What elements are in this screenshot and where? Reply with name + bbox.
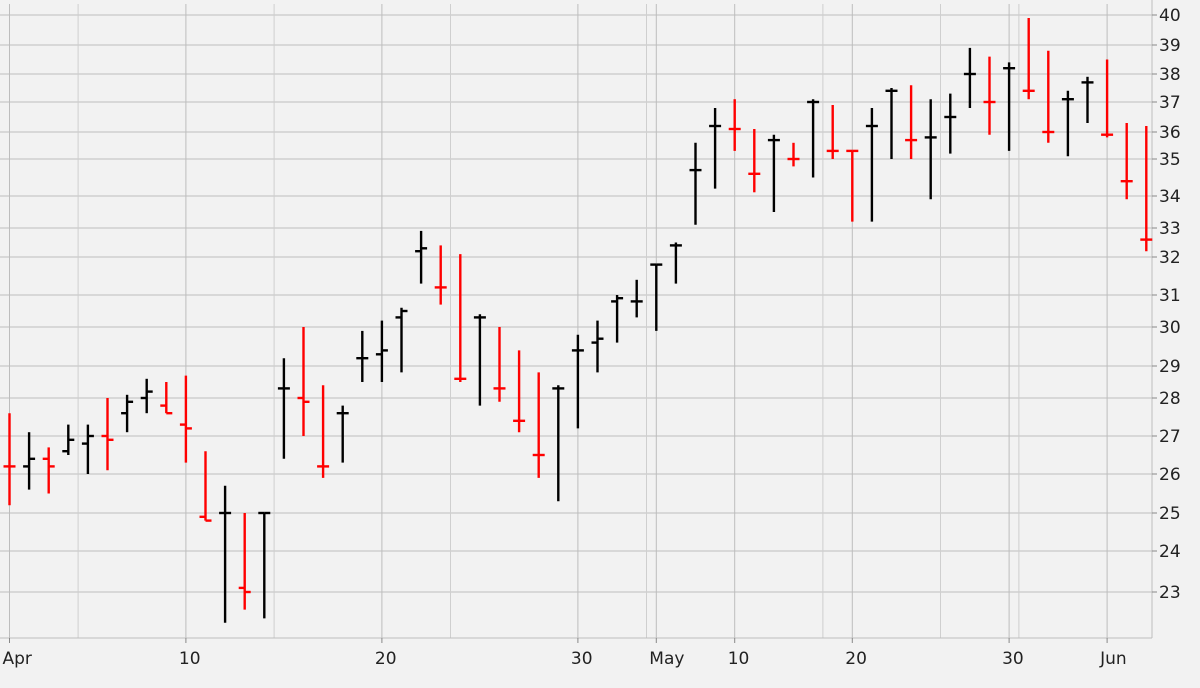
ohlc-bar-23 <box>454 254 467 382</box>
ohlc-bar-49 <box>963 47 976 108</box>
ohlc-bar-48 <box>944 93 957 154</box>
ohlc-bar-0 <box>3 413 16 506</box>
ohlc-bar-45 <box>885 88 898 159</box>
ohlc-bar-36 <box>709 108 722 189</box>
ohlc-bar-41 <box>807 99 820 178</box>
ohlc-bar-17 <box>336 405 349 463</box>
ohlc-bar-9 <box>179 375 192 463</box>
ohlc-bar-58 <box>1140 126 1153 252</box>
ohlc-bar-52 <box>1022 18 1035 100</box>
x-tick-label-May: May <box>649 649 684 669</box>
ohlc-bar-56 <box>1101 59 1114 138</box>
y-tick-label-26: 26 <box>1159 465 1181 485</box>
x-tick-label-10: 10 <box>728 649 750 669</box>
ohlc-bar-55 <box>1081 76 1094 123</box>
ohlc-bar-37 <box>728 99 741 151</box>
ohlc-bar-15 <box>297 327 310 436</box>
ohlc-bar-18 <box>356 330 369 382</box>
ohlc-bar-51 <box>1003 62 1016 151</box>
ohlc-bar-27 <box>532 372 545 478</box>
ohlc-bar-21 <box>415 230 428 284</box>
ohlc-bar-3 <box>62 424 75 455</box>
ohlc-bar-1 <box>23 432 36 490</box>
ohlc-bar-43 <box>846 149 859 222</box>
y-tick-label-23: 23 <box>1159 583 1181 603</box>
ohlc-bar-32 <box>630 279 643 318</box>
ohlc-bar-30 <box>591 320 604 373</box>
ohlc-bar-12 <box>238 513 251 610</box>
ohlc-bar-54 <box>1061 90 1074 157</box>
ohlc-bar-28 <box>552 385 565 502</box>
ohlc-bar-16 <box>317 385 330 478</box>
y-tick-label-25: 25 <box>1159 504 1181 524</box>
ohlc-bar-19 <box>375 320 388 382</box>
ohlc-bar-50 <box>983 56 996 135</box>
ohlc-bar-22 <box>434 245 447 305</box>
ohlc-bar-10 <box>199 451 212 522</box>
y-tick-label-35: 35 <box>1159 150 1181 170</box>
y-tick-labels: 23 24 25 26 27 28 29 30 31 32 33 34 35 36 37 38 39 40 <box>1152 6 1181 603</box>
y-tick-label-27: 27 <box>1159 427 1181 447</box>
ohlc-bar-34 <box>669 242 682 284</box>
y-tick-label-30: 30 <box>1159 318 1181 338</box>
x-tick-label-Apr: Apr <box>3 649 32 669</box>
y-tick-label-31: 31 <box>1159 286 1181 306</box>
y-tick-label-40: 40 <box>1159 6 1181 26</box>
y-tick-label-24: 24 <box>1159 542 1181 562</box>
ohlc-bar-47 <box>924 99 937 200</box>
y-tick-label-32: 32 <box>1159 248 1181 268</box>
y-tick-label-29: 29 <box>1159 357 1181 377</box>
ohlc-bar-38 <box>748 129 761 193</box>
ohlc-bar-25 <box>493 327 506 402</box>
ohlc-bar-29 <box>571 334 584 429</box>
x-tick-label-10: 10 <box>179 649 201 669</box>
ohlc-bar-44 <box>865 108 878 222</box>
ohlc-bars <box>3 18 1153 623</box>
y-tick-label-34: 34 <box>1159 187 1181 207</box>
horizontal-gridlines <box>0 14 1152 593</box>
x-tick-label-20: 20 <box>375 649 397 669</box>
ohlc-bar-5 <box>101 398 114 471</box>
ohlc-bar-14 <box>277 358 290 459</box>
ohlc-bar-31 <box>611 295 624 343</box>
ohlc-bar-2 <box>42 447 55 494</box>
ohlc-bar-40 <box>787 142 800 167</box>
x-tick-label-20: 20 <box>845 649 867 669</box>
x-tick-label-Jun: Jun <box>1099 649 1127 669</box>
ohlc-bar-24 <box>473 314 486 406</box>
y-tick-label-36: 36 <box>1159 123 1181 143</box>
ohlc-bar-8 <box>160 382 173 415</box>
y-tick-label-38: 38 <box>1159 65 1181 85</box>
ohlc-bar-7 <box>140 378 153 414</box>
ohlc-bar-6 <box>121 394 134 433</box>
y-tick-label-39: 39 <box>1159 36 1181 56</box>
ohlc-bar-4 <box>81 424 94 474</box>
ohlc-bar-26 <box>513 350 526 433</box>
ohlc-bar-46 <box>905 85 918 159</box>
ohlc-bar-35 <box>689 142 702 225</box>
ohlc-bar-57 <box>1120 123 1133 200</box>
y-tick-label-33: 33 <box>1159 219 1181 239</box>
ohlc-bar-39 <box>767 134 780 212</box>
ohlc-bar-11 <box>219 485 232 623</box>
x-tick-label-30: 30 <box>571 649 593 669</box>
y-tick-label-28: 28 <box>1159 389 1181 409</box>
x-tick-label-30: 30 <box>1002 649 1024 669</box>
y-tick-label-37: 37 <box>1159 93 1181 113</box>
ohlc-bar-53 <box>1042 50 1055 143</box>
x-tick-labels: Apr 10 20 30 May 10 20 30 Jun <box>3 638 1127 669</box>
ohlc-bar-42 <box>826 105 839 159</box>
ohlc-bar-20 <box>395 307 408 373</box>
ohlc-bar-33 <box>650 263 663 331</box>
ohlc-bar-13 <box>258 511 271 619</box>
